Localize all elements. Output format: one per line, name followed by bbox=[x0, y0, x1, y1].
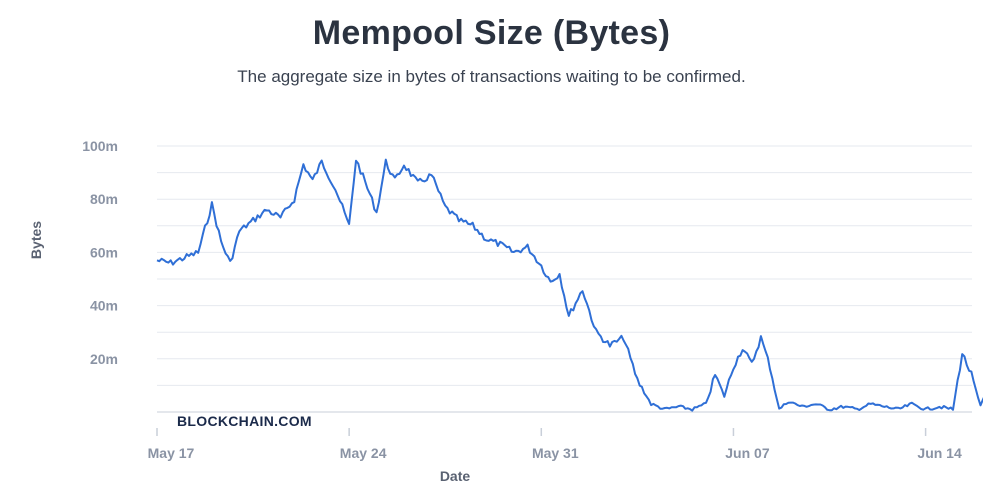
y-tick-label: 80m bbox=[90, 191, 118, 207]
blockchain-watermark: BLOCKCHAIN.COM bbox=[177, 413, 312, 429]
x-tick-label: May 17 bbox=[148, 445, 195, 461]
series-layer bbox=[156, 158, 983, 412]
y-tick-label: 60m bbox=[90, 244, 118, 260]
x-axis-label: Date bbox=[439, 468, 471, 484]
y-axis: 20m 40m 60m 80m 100m bbox=[82, 138, 118, 367]
y-tick-label: 20m bbox=[90, 351, 118, 367]
x-tick-label: Jun 14 bbox=[917, 445, 962, 461]
x-tick-label: May 31 bbox=[532, 445, 579, 461]
x-tick-label: Jun 07 bbox=[725, 445, 770, 461]
x-axis: May 17 May 24 May 31 Jun 07 Jun 14 bbox=[148, 411, 972, 461]
y-tick-label: 40m bbox=[90, 298, 118, 314]
chart-subtitle: The aggregate size in bytes of transacti… bbox=[237, 67, 746, 86]
y-tick-label: 100m bbox=[82, 138, 118, 154]
grid-lines bbox=[157, 145, 972, 386]
x-tick-label: May 24 bbox=[340, 445, 387, 461]
mempool-size-series-line bbox=[156, 158, 983, 412]
chart-title: Mempool Size (Bytes) bbox=[312, 14, 671, 52]
